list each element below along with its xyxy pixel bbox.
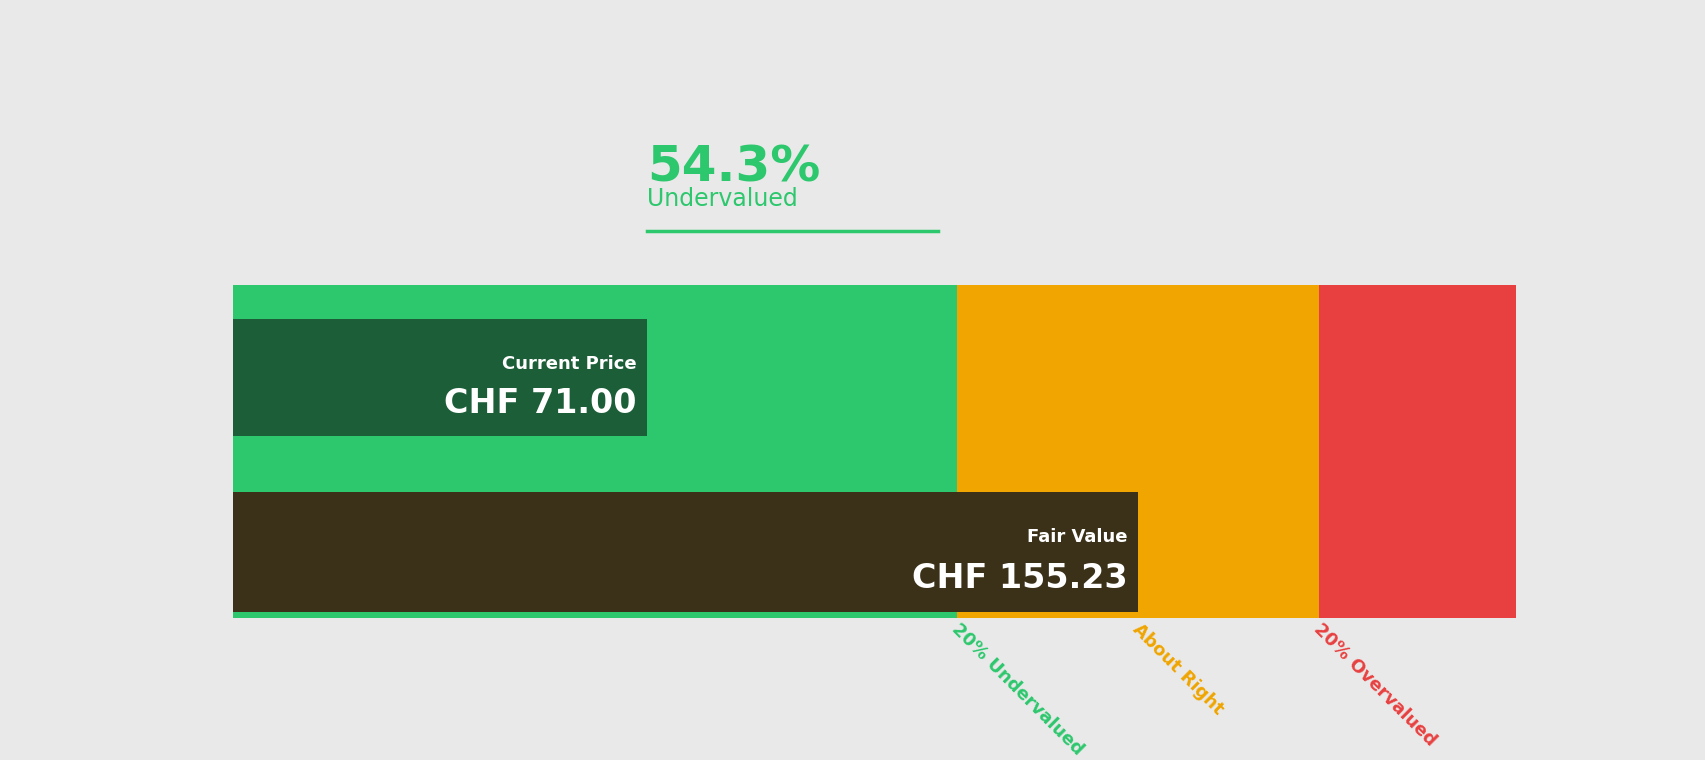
Text: 54.3%: 54.3% [646,144,820,192]
Text: 20% Overvalued: 20% Overvalued [1309,620,1439,749]
Bar [234,461,646,618]
Bar [1318,461,1514,618]
Text: 20% Undervalued: 20% Undervalued [948,620,1086,758]
Bar [646,285,957,442]
Bar [234,319,646,436]
Bar [234,492,1137,612]
Text: CHF 155.23: CHF 155.23 [910,562,1127,594]
Bar [1137,285,1318,442]
Text: Undervalued: Undervalued [646,187,798,211]
Bar [957,442,1137,461]
Bar [957,285,1137,442]
Bar [1318,442,1514,461]
Bar [234,442,646,461]
Bar [234,285,646,442]
Bar [646,442,957,461]
Bar [957,461,1137,618]
Text: Current Price: Current Price [501,355,636,372]
Bar [646,461,957,618]
Bar [1137,461,1318,618]
Bar [1318,285,1514,442]
Text: About Right: About Right [1129,620,1226,718]
Text: CHF 71.00: CHF 71.00 [443,387,636,420]
Bar [1137,442,1318,461]
Text: Fair Value: Fair Value [1026,528,1127,546]
